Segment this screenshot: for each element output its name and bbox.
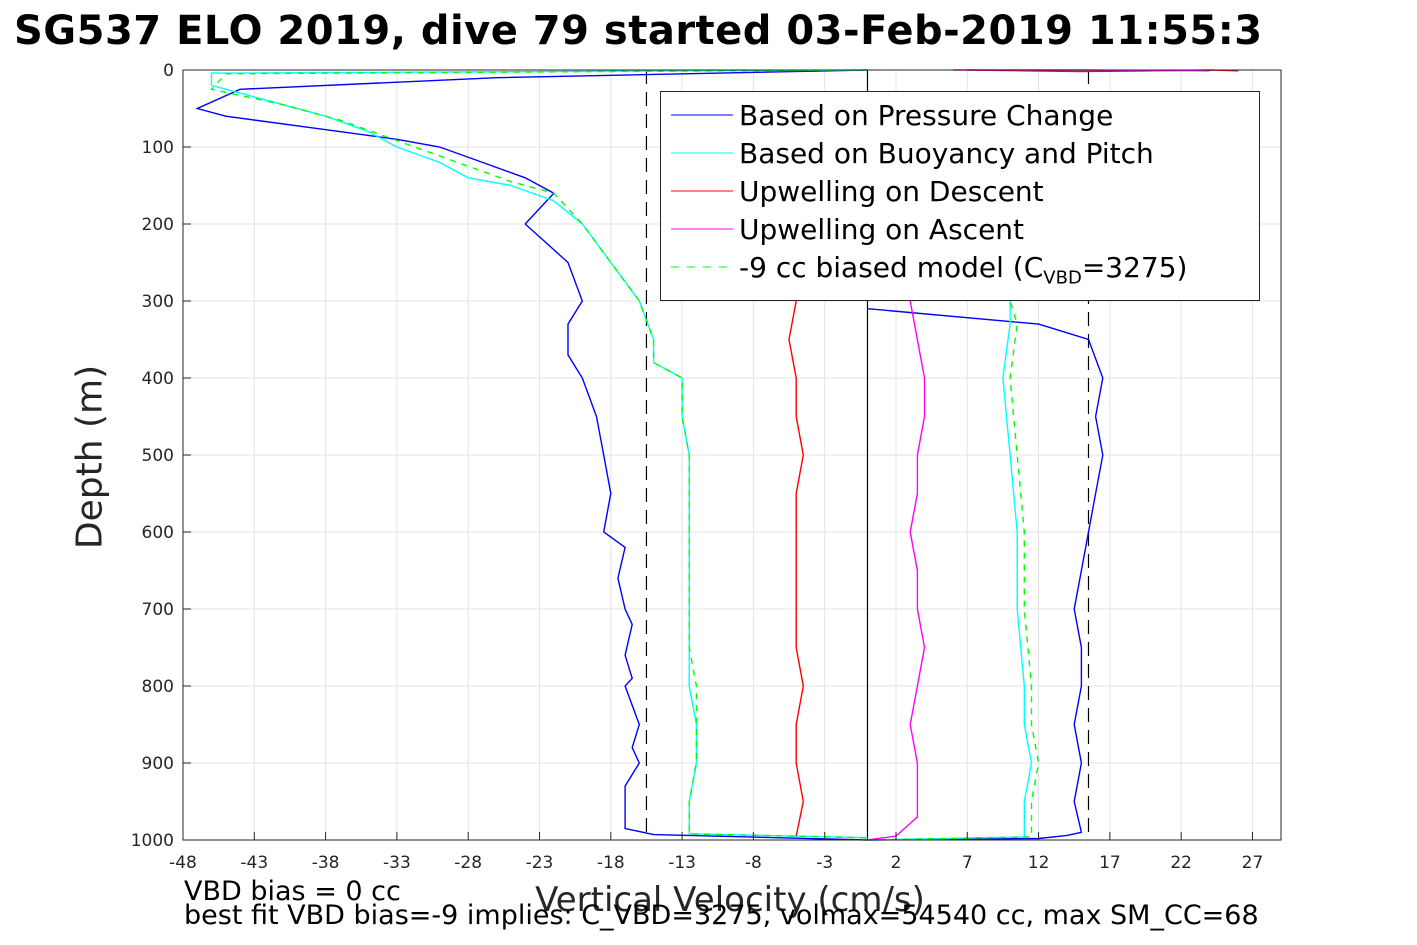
x-tick-label: -23 [526,853,554,873]
series-line [210,69,868,839]
y-tick-label: 100 [142,138,174,158]
y-tick-label: 800 [142,677,174,697]
y-tick-label: 600 [142,523,174,543]
x-tick-label: 7 [962,853,973,873]
x-tick-label: -8 [745,853,762,873]
series-line [867,308,1104,841]
legend-item-pressure: Based on Pressure Change [661,95,1259,133]
y-tick-label: 900 [142,754,174,774]
series-line [867,300,1040,841]
best-fit-note: best fit VBD bias=-9 implies: C_VBD=3275… [184,900,1259,931]
x-tick-label: 17 [1099,853,1121,873]
vbd-bias-note: VBD bias = 0 cc [184,876,401,907]
legend-swatch-upwelling-descent [671,190,733,192]
legend-item-upwelling-descent: Upwelling on Descent [661,171,1259,209]
y-tick-label: 1000 [131,831,174,851]
x-tick-label: -28 [454,853,482,873]
y-tick-label: 200 [142,215,174,235]
series-lines [195,69,1239,841]
x-tick-label: 12 [1028,853,1050,873]
x-ticks: -48 -43 -38 -33 -28 -23 -18 -13 -8 -3 2 7 12 17 22 27 [169,832,1263,873]
legend-item-biased-model: -9 cc biased model (CVBD=3275) [661,247,1259,289]
x-tick-label: 22 [1170,853,1192,873]
legend-item-buoyancy: Based on Buoyancy and Pitch [661,133,1259,171]
series-line [210,69,868,839]
x-tick-label: -13 [668,853,696,873]
legend-swatch-pressure [671,114,733,116]
y-ticks: 0 100 200 300 400 500 600 700 800 900 1000 [131,61,191,851]
legend-label-biased-model: -9 cc biased model (CVBD=3275) [739,251,1188,289]
y-tick-label: 0 [163,61,174,81]
legend-item-upwelling-ascent: Upwelling on Ascent [661,209,1259,247]
x-axis-label: Vertical Velocity (cm/s) [535,880,925,920]
legend-swatch-buoyancy [671,152,733,154]
series-line [867,300,926,841]
y-tick-label: 500 [142,446,174,466]
x-tick-label: -38 [312,853,340,873]
y-tick-label: 700 [142,600,174,620]
legend-swatch-upwelling-ascent [671,228,733,230]
legend-label-upwelling-descent: Upwelling on Descent [739,175,1044,208]
legend-label-upwelling-ascent: Upwelling on Ascent [739,213,1025,246]
x-tick-label: -3 [816,853,833,873]
legend: Based on Pressure Change Based on Buoyan… [660,91,1260,301]
series-line [788,300,805,837]
x-tick-label: -43 [240,853,268,873]
y-tick-label: 400 [142,369,174,389]
x-tick-label: -18 [597,853,625,873]
x-tick-label: 2 [891,853,902,873]
y-axis-label: Depth (m) [69,364,111,550]
legend-label-pressure: Based on Pressure Change [739,99,1114,132]
series-line [867,301,1033,841]
y-tick-label: 300 [142,292,174,312]
legend-swatch-biased-model [671,266,733,268]
x-tick-label: -48 [169,853,197,873]
chart-title: SG537 ELO 2019, dive 79 started 03-Feb-2… [14,8,1263,54]
x-tick-label: -33 [383,853,411,873]
legend-label-buoyancy: Based on Buoyancy and Pitch [739,137,1154,170]
x-tick-label: 27 [1242,853,1264,873]
